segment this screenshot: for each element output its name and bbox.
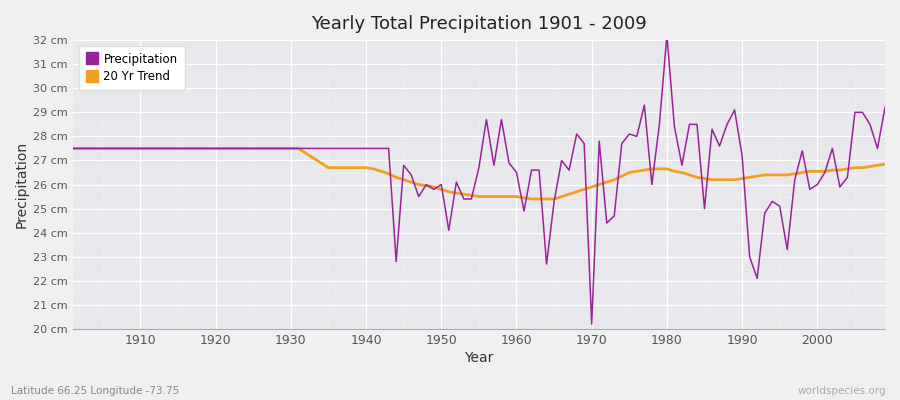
20 Yr Trend — [526, 196, 537, 201]
Y-axis label: Precipitation: Precipitation — [15, 141, 29, 228]
20 Yr Trend — [879, 162, 890, 166]
20 Yr Trend — [504, 194, 515, 199]
Precipitation — [128, 146, 139, 151]
20 Yr Trend — [609, 177, 620, 182]
Precipitation — [293, 146, 304, 151]
Precipitation — [662, 33, 672, 38]
20 Yr Trend — [511, 194, 522, 199]
Precipitation — [338, 146, 349, 151]
Text: worldspecies.org: worldspecies.org — [798, 386, 886, 396]
Precipitation — [879, 105, 890, 110]
X-axis label: Year: Year — [464, 351, 493, 365]
20 Yr Trend — [293, 146, 304, 151]
Precipitation — [586, 322, 597, 326]
Precipitation — [511, 170, 522, 175]
Line: 20 Yr Trend: 20 Yr Trend — [73, 148, 885, 199]
Precipitation — [504, 160, 515, 165]
Legend: Precipitation, 20 Yr Trend: Precipitation, 20 Yr Trend — [78, 46, 184, 90]
Line: Precipitation: Precipitation — [73, 35, 885, 324]
Title: Yearly Total Precipitation 1901 - 2009: Yearly Total Precipitation 1901 - 2009 — [311, 15, 647, 33]
20 Yr Trend — [68, 146, 78, 151]
Precipitation — [68, 146, 78, 151]
20 Yr Trend — [338, 165, 349, 170]
20 Yr Trend — [128, 146, 139, 151]
Precipitation — [609, 214, 620, 218]
Text: Latitude 66.25 Longitude -73.75: Latitude 66.25 Longitude -73.75 — [11, 386, 179, 396]
